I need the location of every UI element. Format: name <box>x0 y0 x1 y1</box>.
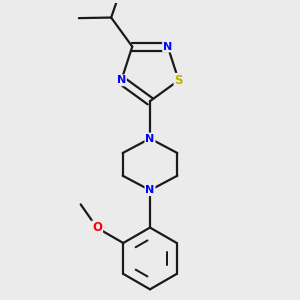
Text: N: N <box>146 185 154 195</box>
Text: N: N <box>146 134 154 143</box>
Text: N: N <box>163 42 172 52</box>
Text: O: O <box>92 221 102 234</box>
Text: S: S <box>174 74 183 87</box>
Text: N: N <box>117 75 126 85</box>
